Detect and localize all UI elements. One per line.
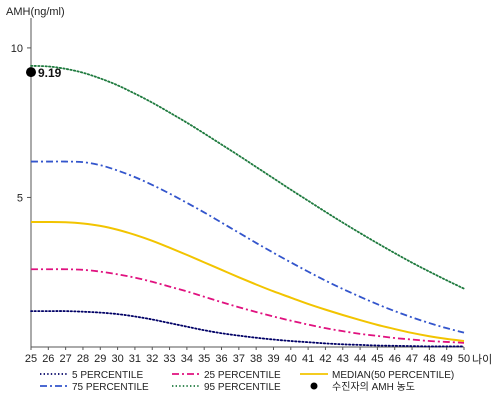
series-line-3 [30,160,465,334]
x-tick-label: 37 [233,353,245,365]
series-line-4 [30,64,465,290]
x-tick-label: 29 [94,353,106,365]
x-tick-label: 46 [389,353,401,365]
y-axis-label: AMH(ng/ml) [6,6,65,18]
x-tick-label: 48 [423,353,435,365]
axes: 5 10 25 26 27 28 29 30 31 32 33 34 35 36 37 38 39 40 41 42 4… [11,18,470,365]
x-tick-label: 26 [42,353,54,365]
legend-marker-symbol [310,382,318,390]
y-tick-label: 10 [11,43,23,55]
legend-label-1: 25 PERCENTILE [204,370,281,381]
x-tick-label: 30 [111,353,123,365]
x-tick-label: 45 [371,353,383,365]
x-tick-label: 34 [181,353,193,365]
legend: 5 PERCENTILE 25 PERCENTILE MEDIAN(50 PERCE… [40,370,454,393]
x-tick-label: 36 [215,353,227,365]
x-tick-label: 39 [267,353,279,365]
x-tick-label: 49 [441,353,453,365]
x-tick-label: 35 [198,353,210,365]
x-tick-label: 31 [129,353,141,365]
legend-label-5: 수진자의 AMH 농도 [332,381,415,393]
x-tick-label: 25 [25,353,37,365]
x-tick-label: 50 [458,353,470,365]
legend-label-4: 95 PERCENTILE [204,382,281,393]
x-tick-label: 40 [285,353,297,365]
x-tick-label: 38 [250,353,262,365]
x-tick-label: 42 [319,353,331,365]
series-line-0 [30,310,465,348]
legend-label-3: 75 PERCENTILE [72,382,149,393]
legend-label-2: MEDIAN(50 PERCENTILE) [332,370,454,381]
patient-amh-value-label: 9.19 [38,66,62,80]
x-tick-label: 44 [354,353,366,365]
x-axis-label: 나이 [472,353,492,366]
patient-amh-marker [26,67,36,78]
x-tick-label: 33 [163,353,175,365]
x-tick-label: 28 [77,353,89,365]
x-tick-label: 43 [337,353,349,365]
series-line-1 [31,268,465,344]
legend-label-0: 5 PERCENTILE [72,370,143,381]
x-tick-label: 27 [60,353,72,365]
x-tick-label: 47 [406,353,418,365]
y-tick-label: 5 [17,192,23,204]
x-tick-label: 32 [146,353,158,365]
x-tick-label: 41 [302,353,314,365]
series-line-2 [30,220,465,343]
marker-layer: 9.19 [26,66,62,80]
series-layer [30,64,465,348]
